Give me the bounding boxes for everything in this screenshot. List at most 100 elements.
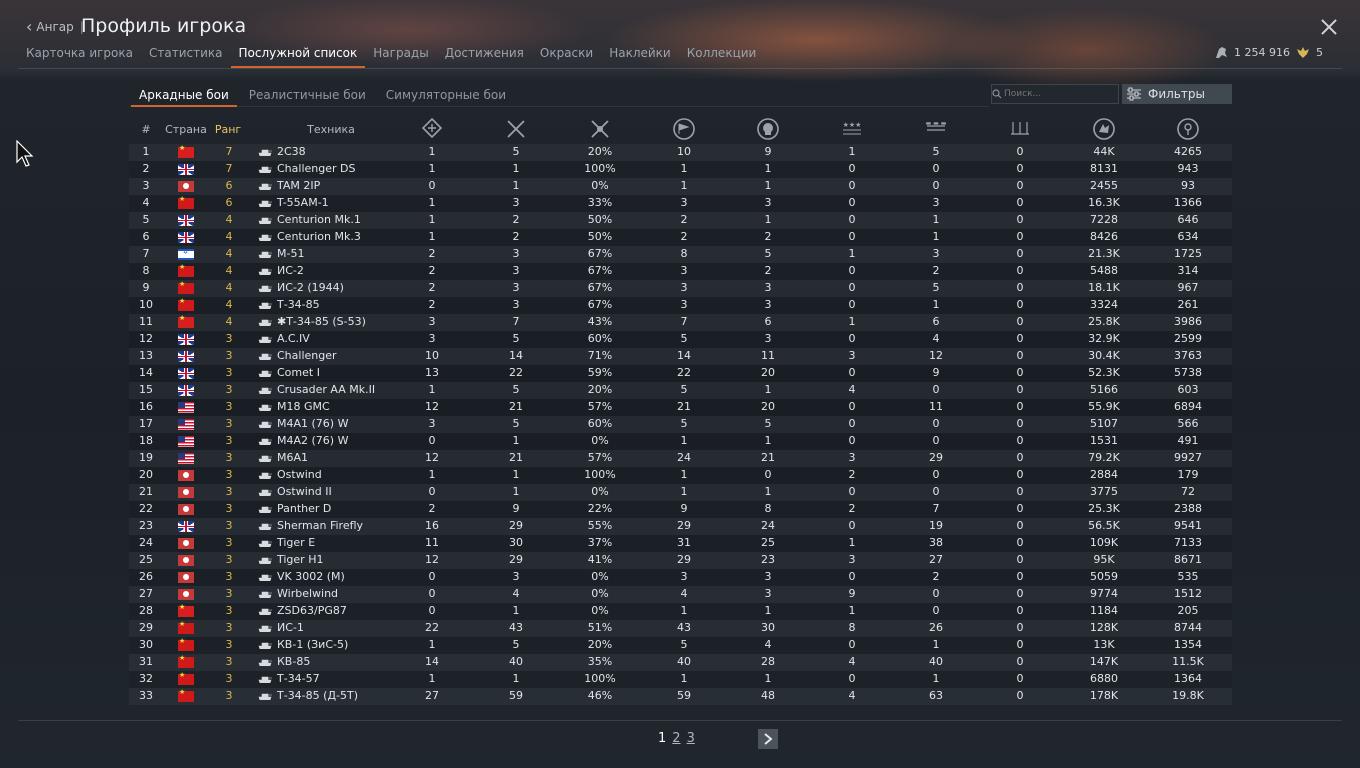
stat-research: 8671 [1174, 553, 1202, 566]
column-vehicle[interactable]: Техника [307, 122, 355, 136]
table-row[interactable]: 29 3 ИС-1 22 43 51% 43 30 8 26 0 128K 8744 [129, 620, 1232, 637]
country-flag-icon [178, 521, 194, 532]
table-row[interactable]: 30 3 КВ-1 (ЗиС-5) 1 5 20% 5 4 0 1 0 13K 1354 [129, 637, 1232, 654]
table-row[interactable]: 4 6 T-55AM-1 1 3 33% 3 3 0 3 0 16.3K 1366 [129, 195, 1232, 212]
search-input[interactable] [1002, 89, 1106, 99]
table-row[interactable]: 11 4 ✱Т-34-85 (S-53) 3 7 43% 7 6 1 6 0 25.8K 3986 [129, 314, 1232, 331]
table-row[interactable]: 17 3 M4A1 (76) W 3 5 60% 5 5 0 0 0 5107 566 [129, 416, 1232, 433]
stat-respawns: 59 [509, 689, 523, 702]
tab-1[interactable]: Статистика [149, 46, 223, 60]
search-field[interactable] [991, 84, 1119, 104]
table-row[interactable]: 13 3 Challenger 10 14 71% 14 11 3 12 0 30.4K 3763 [129, 348, 1232, 365]
stat-battles: 0 [428, 434, 436, 447]
table-row[interactable]: 19 3 M6A1 12 21 57% 24 21 3 29 0 79.2K 9927 [129, 450, 1232, 467]
stat-air-kills: 0 [848, 434, 856, 447]
page-2[interactable]: 2 [672, 731, 681, 746]
table-row[interactable]: 6 4 Centurion Mk.3 1 2 50% 2 2 0 1 0 8426 634 [129, 229, 1232, 246]
tab-5[interactable]: Окраски [539, 46, 594, 60]
table-row[interactable]: 15 3 Crusader AA Mk.II 1 5 20% 5 1 4 0 0 5166 603 [129, 382, 1232, 399]
stat-air-kills: 1 [848, 315, 856, 328]
stat-research: 3986 [1174, 315, 1202, 328]
table-row[interactable]: 333Т-34-85 (Д-5Т)275946%59484630178K19.8… [129, 688, 1232, 705]
table-row[interactable]: 7 4 M-51 2 3 67% 8 5 1 3 0 21.3K 1725 [129, 246, 1232, 263]
table-row[interactable]: 20 3 Ostwind 1 1 100% 1 0 2 0 0 2884 179 [129, 467, 1232, 484]
tab-4[interactable]: Достижения [444, 46, 524, 60]
tab-3[interactable]: Награды [373, 46, 429, 60]
page-1[interactable]: 1 [658, 731, 667, 746]
ground-vehicle-icon [258, 676, 272, 683]
mode-tab-2[interactable]: Симуляторные бои [385, 88, 507, 102]
table-row[interactable]: 14 3 Comet I 13 22 59% 22 20 0 9 0 52.3K 5738 [129, 365, 1232, 382]
column-research[interactable] [1175, 114, 1201, 144]
stat-ground-kills: 63 [929, 689, 943, 702]
mode-tab-0[interactable]: Аркадные бои [129, 83, 239, 107]
table-row[interactable]: 2 7 Challenger DS 1 1 100% 1 1 0 0 0 8131 943 [129, 161, 1232, 178]
mode-tab-1[interactable]: Реалистичные бои [248, 88, 366, 102]
tab-2[interactable]: Послужной список [230, 44, 366, 68]
table-row[interactable]: 12 3 A.C.IV 3 5 60% 5 3 0 4 0 32.9K 2599 [129, 331, 1232, 348]
table-row[interactable]: 28 3 ZSD63/PG87 0 1 0% 1 1 1 0 0 1184 205 [129, 603, 1232, 620]
tab-7[interactable]: Коллекции [686, 46, 757, 60]
filters-button[interactable]: Фильтры [1122, 84, 1232, 104]
column-battles[interactable] [419, 114, 445, 144]
column-ground-kills[interactable]: ▬ ▬ ▬ [923, 114, 949, 144]
tab-0[interactable]: Карточка игрока [26, 46, 133, 60]
column-rank[interactable]: Ранг [214, 122, 242, 136]
country-flag-icon [178, 637, 194, 651]
stat-research: 1354 [1174, 638, 1202, 651]
table-row[interactable]: 25 3 Tiger H1 12 29 41% 29 23 3 27 0 95K 8671 [129, 552, 1232, 569]
column-deaths[interactable] [755, 114, 781, 144]
column-air-kills[interactable]: ★★★ [839, 114, 865, 144]
stat-respawns: 21 [509, 400, 523, 413]
column-wins-percent[interactable] [671, 114, 697, 144]
table-row[interactable]: 26 3 VK 3002 (M) 0 3 0% 3 3 0 2 0 5059 535 [129, 569, 1232, 586]
table-row[interactable]: 21 3 Ostwind II 0 1 0% 1 1 0 0 0 3775 72 [129, 484, 1232, 501]
ground-vehicle-icon [258, 319, 272, 326]
ground-vehicle-icon [258, 370, 272, 377]
table-row[interactable]: 24 3 Tiger E 11 30 37% 31 25 1 38 0 109K 7133 [129, 535, 1232, 552]
ground-vehicle-icon [258, 557, 272, 564]
stat-victories: 41% [587, 553, 613, 566]
ground-vehicle-icon [258, 625, 272, 632]
stat-air-kills: 0 [848, 570, 856, 583]
table-row[interactable]: 1 7 2C38 1 5 20% 10 9 1 5 0 44K 4265 [129, 144, 1232, 161]
table-row[interactable]: 27 3 Wirbelwind 0 4 0% 4 3 9 0 0 9774 1512 [129, 586, 1232, 603]
table-row[interactable]: 8 4 ИС-2 2 3 67% 3 2 0 2 0 5488 314 [129, 263, 1232, 280]
stat-respawns: 30 [509, 536, 523, 549]
row-rank: 3 [225, 553, 233, 566]
table-row[interactable]: 18 3 M4A2 (76) W 0 1 0% 1 1 0 0 0 1531 491 [129, 433, 1232, 450]
back-to-hangar-button[interactable]: ‹ Ангар | [26, 19, 88, 35]
stat-air-kills: 4 [848, 655, 856, 668]
table-row[interactable]: 23 3 Sherman Firefly 16 29 55% 29 24 0 19 0 56.5K 95… [129, 518, 1232, 535]
ground-vehicle-icon [258, 285, 272, 292]
table-row[interactable]: 31 3 КВ-85 14 40 35% 40 28 4 40 0 147K 11.5K [129, 654, 1232, 671]
stat-research: 9541 [1174, 519, 1202, 532]
column-respawns[interactable] [503, 114, 529, 144]
country-flag-icon [178, 249, 194, 260]
column-country[interactable]: Страна [165, 122, 207, 136]
row-rank: 3 [225, 502, 233, 515]
row-number: 19 [139, 451, 153, 464]
stat-victories: 100% [584, 162, 616, 175]
deaths-icon [757, 118, 779, 140]
column-experience[interactable] [1091, 114, 1117, 144]
stat-research: 314 [1177, 264, 1199, 277]
stat-experience: 7228 [1090, 213, 1118, 226]
table-row[interactable]: 16 3 M18 GMC 12 21 57% 21 20 0 11 0 55.9K 6894 [129, 399, 1232, 416]
tab-6[interactable]: Наклейки [609, 46, 671, 60]
table-row[interactable]: 32 3 Т-34-57 1 1 100% 1 1 0 1 0 6880 1364 [129, 671, 1232, 688]
close-icon[interactable] [1320, 18, 1338, 36]
table-row[interactable]: 3 6 TAM 2IP 0 1 0% 1 1 0 0 0 2455 93 [129, 178, 1232, 195]
column-naval-kills[interactable] [1007, 114, 1033, 144]
next-page-button[interactable] [758, 729, 778, 749]
table-row[interactable]: 9 4 ИС-2 (1944) 2 3 67% 3 3 0 5 0 18.1K 967 [129, 280, 1232, 297]
column-victories[interactable] [587, 114, 613, 144]
column-number[interactable]: # [141, 122, 151, 136]
page-3[interactable]: 3 [686, 731, 695, 746]
stat-battles: 2 [428, 247, 436, 260]
table-row[interactable]: 22 3 Panther D 2 9 22% 9 8 2 7 0 25.3K 2388 [129, 501, 1232, 518]
stat-respawns: 1 [512, 468, 520, 481]
table-row[interactable]: 5 4 Centurion Mk.1 1 2 50% 2 1 0 1 0 7228 646 [129, 212, 1232, 229]
stat-naval-kills: 0 [1016, 162, 1024, 175]
